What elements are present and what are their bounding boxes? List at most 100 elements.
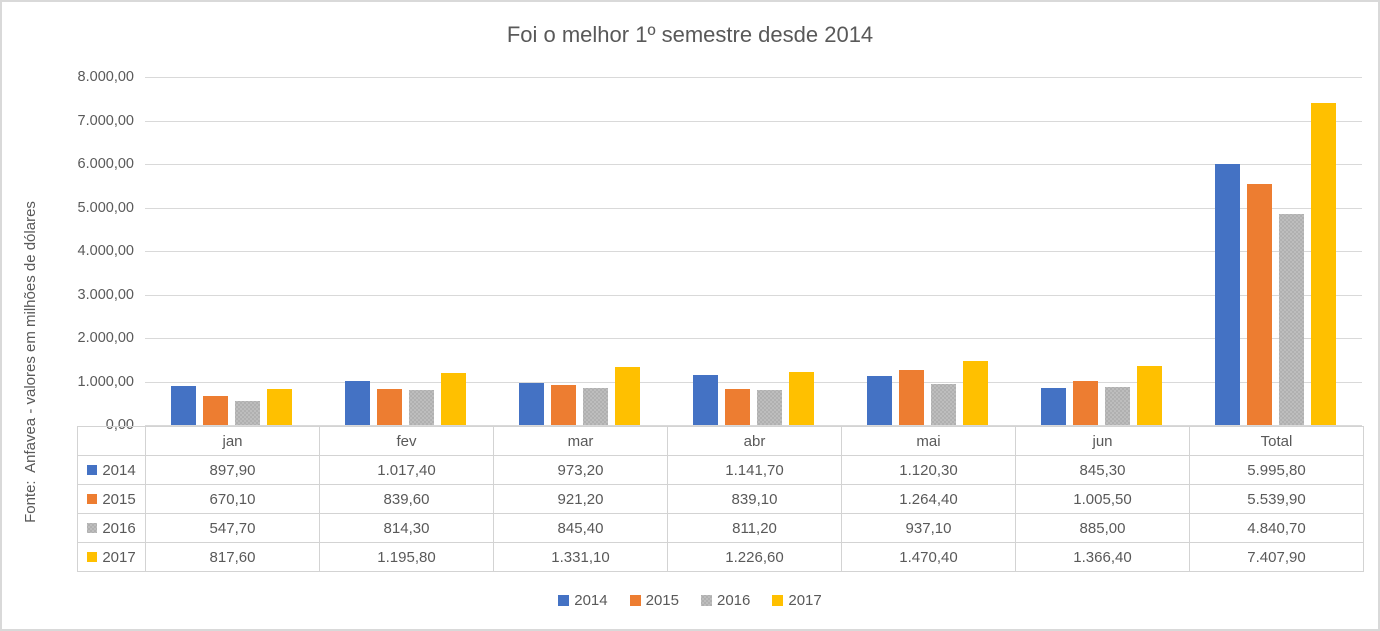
series-label: 2015 [102,490,136,508]
bar-2016-mar [583,388,609,425]
table-cell-2015-jun: 1.005,50 [1015,484,1190,514]
table-cell-2014-abr: 1.141,70 [667,455,842,485]
gridline [145,338,1362,339]
bar-2014-Total [1214,164,1240,425]
legend-label-2016: 2016 [717,592,751,609]
legend-swatch-2014 [558,595,570,606]
legend-label-2017: 2017 [788,592,822,609]
bar-2014-fev [345,380,371,425]
bar-2014-jun [1040,388,1066,425]
table-cell-2016-abr: 811,20 [667,513,842,543]
bar-group-fev [319,77,493,425]
legend-item-2016: 2016 [701,592,750,609]
table-column-header-jun: jun [1015,426,1190,456]
table-column-header-Total: Total [1189,426,1364,456]
table-row-2016: 2016 547,70 814,30 845,40 811,20 937,10 885,00… [77,513,1364,543]
bar-2015-mar [551,384,577,425]
table-cell-2016-jun: 885,00 [1015,513,1190,543]
series-label: 2014 [102,461,136,479]
table-row-header-2014: 2014 [77,455,146,485]
legend-label-2015: 2015 [645,592,679,609]
table-row-2015: 2015 670,10 839,60 921,20 839,10 1.264,40 1.00… [77,484,1364,514]
table-cell-2015-fev: 839,60 [319,484,494,514]
y-axis-tick-label: 4.000,00 [77,243,134,259]
bar-2016-mai [930,384,956,425]
table-corner-cell [77,426,146,456]
table-cell-2015-Total: 5.539,90 [1189,484,1364,514]
bar-groups [145,77,1362,425]
bar-2017-Total [1310,102,1336,425]
table-row-2014: 2014 897,90 1.017,40 973,20 1.141,70 1.120,30… [77,455,1364,485]
table-cell-2015-mai: 1.264,40 [841,484,1016,514]
table-cell-2017-jun: 1.366,40 [1015,542,1190,572]
y-axis-tick-label: 7.000,00 [77,112,134,129]
bar-2017-mar [615,367,641,425]
series-label: 2016 [102,519,136,537]
series-swatch-2017 [87,552,98,562]
table-cell-2016-mar: 845,40 [493,513,668,543]
table-column-header-abr: abr [667,426,842,456]
bar-2017-fev [441,373,467,425]
legend-label-2014: 2014 [574,592,608,609]
bar-2016-fev [409,389,435,425]
bar-group-mai [840,77,1014,425]
plot-area [145,77,1362,426]
table-cell-2017-mar: 1.331,10 [493,542,668,572]
bar-2016-abr [757,389,782,425]
bar-2015-jan [203,395,229,425]
bar-2014-mar [519,382,545,425]
legend-item-2014: 2014 [558,592,608,609]
y-axis-tick-label: 8.000,00 [77,69,134,85]
bar-group-jan [145,77,319,425]
bar-group-jun [1014,77,1188,425]
chart-title: Foi o melhor 1º semestre desde 2014 [506,22,874,47]
data-table: jan fev mar abr mai jun Total 2014 897,90 1.017,4… [77,426,1364,572]
table-cell-2014-jun: 845,30 [1015,455,1190,485]
table-cell-2014-jan: 897,90 [145,455,320,485]
table-cell-2014-mai: 1.120,30 [841,455,1016,485]
bar-group-abr [667,77,841,425]
table-column-header-fev: fev [319,426,494,456]
y-axis-ticks: 8.000,00 7.000,00 6.000,00 5.000,00 4.000,00… [2,69,134,433]
bar-2014-abr [693,375,718,425]
bar-2017-abr [789,371,814,425]
gridline [145,207,1362,209]
bar-2017-jun [1136,365,1162,425]
bar-group-mar [493,77,667,425]
table-cell-2016-mai: 937,10 [841,513,1016,543]
bar-2015-jun [1072,381,1098,425]
y-axis-tick-label: 3.000,00 [77,286,134,303]
table-row-header-2016: 2016 [77,513,146,543]
table-cell-2017-fev: 1.195,80 [319,542,494,572]
table-cell-2014-Total: 5.995,80 [1189,455,1364,485]
table-cell-2017-mai: 1.470,40 [841,542,1016,572]
bar-2016-Total [1278,214,1304,425]
table-column-header-mai: mai [841,426,1016,456]
table-cell-2015-jan: 670,10 [145,484,320,514]
table-cell-2015-abr: 839,10 [667,484,842,514]
table-cell-2017-abr: 1.226,60 [667,542,842,572]
bar-2016-jan [235,401,261,425]
y-axis-tick-label: 1.000,00 [77,373,134,390]
y-axis-tick-label: 5.000,00 [77,199,134,216]
series-swatch-2015 [87,494,98,504]
table-row-header-2015: 2015 [77,484,146,514]
bar-2016-jun [1104,386,1130,425]
table-cell-2016-jan: 547,70 [145,513,320,543]
gridline [145,164,1362,165]
bar-2014-mai [866,376,892,425]
table-cell-2014-mar: 973,20 [493,455,668,485]
gridline [145,251,1362,252]
bar-2017-mai [962,361,988,425]
bar-group-Total [1188,77,1362,425]
legend: 2014 2015 2016 2017 [2,592,1378,609]
table-cell-2017-jan: 817,60 [145,542,320,572]
table-row-2017: 2017 817,60 1.195,80 1.331,10 1.226,60 1.470,… [77,542,1364,572]
gridline [145,294,1362,296]
bar-2015-Total [1246,184,1272,425]
table-cell-2016-Total: 4.840,70 [1189,513,1364,543]
table-column-header-mar: mar [493,426,668,456]
legend-swatch-2016 [701,595,712,606]
legend-item-2017: 2017 [772,592,822,609]
